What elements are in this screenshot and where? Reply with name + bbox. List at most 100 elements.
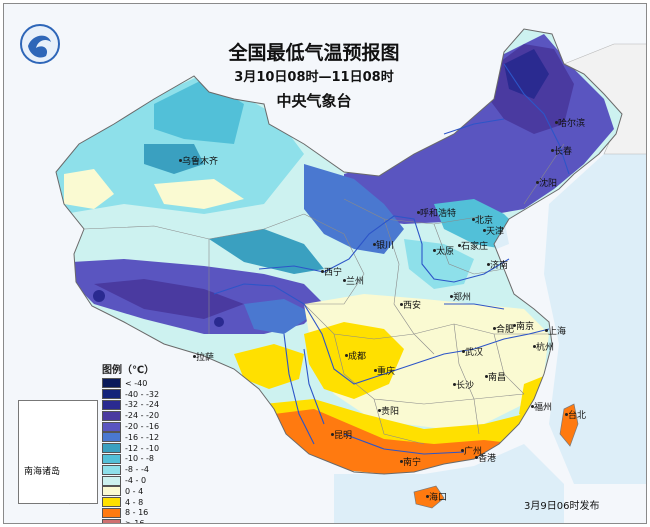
city-marker <box>372 242 376 246</box>
legend-label: < -40 <box>125 378 148 388</box>
city-label: 北京 <box>475 216 494 226</box>
city-label: 合肥 <box>496 325 515 335</box>
legend-label: 4 - 8 <box>125 497 144 507</box>
city-marker <box>330 432 334 436</box>
city-label: 哈尔滨 <box>558 119 586 129</box>
city-marker <box>544 328 548 332</box>
legend-label: 8 - 16 <box>125 508 149 518</box>
city-label: 上海 <box>548 327 567 337</box>
legend-label: -16 - -12 <box>125 432 160 442</box>
city-marker <box>460 448 464 452</box>
legend-swatch <box>102 378 121 389</box>
legend-label: > 16 <box>125 519 145 524</box>
city-label: 太原 <box>436 247 455 257</box>
legend: 图例（℃） < -40 -40 - -32 -32 - -24 -24 - -20 -2… <box>102 361 172 524</box>
legend-label: -10 - -8 <box>125 454 155 464</box>
legend-swatch <box>102 453 121 464</box>
city-label: 南宁 <box>403 458 422 468</box>
city-marker <box>399 459 403 463</box>
cma-logo-icon <box>20 24 60 64</box>
city-marker <box>452 382 456 386</box>
city-marker <box>399 302 403 306</box>
legend-item: < -40 <box>102 378 172 389</box>
legend-swatch <box>102 464 121 475</box>
legend-label: -8 - -4 <box>125 465 149 475</box>
city-label: 海口 <box>429 493 448 503</box>
city-marker <box>425 494 429 498</box>
city-label: 济南 <box>490 261 509 271</box>
legend-swatch <box>102 389 121 400</box>
city-label: 重庆 <box>377 367 396 377</box>
city-label: 福州 <box>534 403 553 413</box>
legend-swatch <box>102 518 121 523</box>
city-label: 台北 <box>568 411 587 421</box>
legend-item: -4 - 0 <box>102 475 172 486</box>
city-marker <box>432 248 436 252</box>
legend-item: -40 - -32 <box>102 389 172 400</box>
city-marker <box>377 408 381 412</box>
legend-swatch <box>102 497 121 508</box>
legend-item: > 16 <box>102 518 172 524</box>
city-label: 成都 <box>348 352 367 362</box>
city-label: 昆明 <box>334 431 353 441</box>
city-label: 石家庄 <box>461 242 489 252</box>
city-label: 乌鲁木齐 <box>182 157 219 167</box>
city-marker <box>320 269 324 273</box>
city-label: 杭州 <box>536 343 555 353</box>
legend-item: 8 - 16 <box>102 507 172 519</box>
city-marker <box>416 210 420 214</box>
legend-label: 0 - 4 <box>125 486 144 496</box>
city-label: 南昌 <box>488 373 507 383</box>
legend-label: -20 - -16 <box>125 422 160 432</box>
legend-item: -12 - -10 <box>102 443 172 454</box>
city-marker <box>512 323 516 327</box>
sea-area <box>544 154 646 484</box>
legend-swatch <box>102 432 121 443</box>
city-marker <box>474 455 478 459</box>
national-border <box>55 28 623 475</box>
city-label: 贵阳 <box>381 407 400 417</box>
legend-swatch <box>102 475 121 486</box>
city-label: 天津 <box>486 227 505 237</box>
city-marker <box>484 374 488 378</box>
legend-swatch <box>102 410 121 421</box>
legend-item: 4 - 8 <box>102 497 172 508</box>
south-sea <box>334 444 564 523</box>
city-marker <box>461 349 465 353</box>
legend-swatch <box>102 399 121 410</box>
map-title: 全国最低气温预报图 <box>228 42 400 64</box>
china-temperature-map <box>4 4 646 523</box>
legend-rows: < -40 -40 - -32 -32 - -24 -24 - -20 -20 - -1… <box>102 378 172 524</box>
issue-time: 3月9日06时发布 <box>524 501 600 512</box>
city-label: 郑州 <box>453 293 472 303</box>
legend-item: -10 - -8 <box>102 453 172 465</box>
city-marker <box>449 294 453 298</box>
city-marker <box>373 368 377 372</box>
legend-swatch <box>102 421 121 432</box>
city-label: 沈阳 <box>539 179 558 189</box>
city-marker <box>344 353 348 357</box>
south-sea-inset <box>18 400 98 504</box>
inset-label: 南海诸岛 <box>24 467 61 477</box>
province-borders <box>83 143 565 445</box>
city-label: 香港 <box>478 454 497 464</box>
city-marker <box>342 278 346 282</box>
legend-label: -12 - -10 <box>125 443 160 453</box>
legend-label: -40 - -32 <box>125 389 160 399</box>
city-label: 西宁 <box>324 268 343 278</box>
legend-title: 图例（℃） <box>102 365 155 376</box>
city-label: 南京 <box>516 322 535 332</box>
legend-label: -32 - -24 <box>125 400 160 410</box>
city-marker <box>530 404 534 408</box>
city-marker <box>192 354 196 358</box>
legend-item: -20 - -16 <box>102 421 172 432</box>
city-marker <box>564 412 568 416</box>
legend-item: -8 - -4 <box>102 464 172 475</box>
legend-label: -4 - 0 <box>125 476 147 486</box>
city-label: 呼和浩特 <box>420 209 457 219</box>
city-marker <box>550 148 554 152</box>
rivers <box>213 63 570 455</box>
map-frame: 全国最低气温预报图 3月10日08时—11日08时 中央气象台 乌鲁木齐 哈尔滨长… <box>3 3 647 524</box>
city-marker <box>486 262 490 266</box>
legend-swatch <box>102 486 121 497</box>
